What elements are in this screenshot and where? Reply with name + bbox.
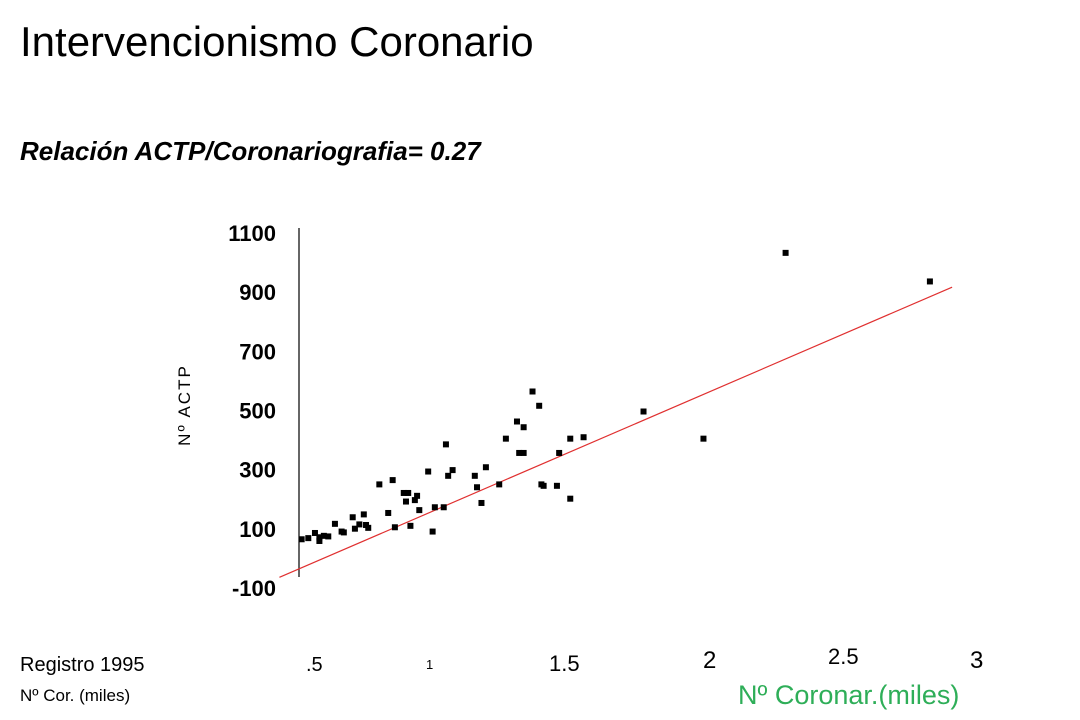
- scatter-point: [540, 482, 547, 489]
- scatter-point: [298, 536, 305, 543]
- scatter-point: [520, 449, 527, 456]
- scatter-point: [411, 497, 418, 504]
- scatter-point: [360, 511, 367, 518]
- trend-line: [279, 286, 953, 578]
- y-tick-label: 300: [239, 458, 276, 483]
- scatter-point: [502, 435, 509, 442]
- x-tick-label: 2.5: [828, 644, 859, 669]
- scatter-point: [567, 495, 574, 502]
- scatter-point: [391, 524, 398, 531]
- scatter-point: [520, 424, 527, 431]
- scatter-point: [471, 472, 478, 479]
- scatter-point: [640, 408, 647, 415]
- scatter-point: [320, 532, 327, 539]
- scatter-point: [365, 524, 372, 531]
- x-tick-label: .5: [306, 654, 323, 676]
- scatter-point: [402, 498, 409, 505]
- scatter-point: [478, 499, 485, 506]
- data-points: [298, 249, 933, 544]
- scatter-point: [400, 489, 407, 496]
- scatter-point: [926, 278, 933, 285]
- y-tick-label: -100: [232, 576, 276, 601]
- scatter-point: [356, 521, 363, 528]
- x-tick-label: 2: [703, 647, 716, 674]
- scatter-point: [580, 434, 587, 441]
- scatter-point: [405, 489, 412, 496]
- scatter-point: [536, 402, 543, 409]
- scatter-point: [442, 441, 449, 448]
- scatter-point: [316, 537, 323, 544]
- y-tick-label: 900: [239, 280, 276, 305]
- scatter-point: [311, 529, 318, 536]
- scatter-point: [700, 435, 707, 442]
- scatter-point: [556, 449, 563, 456]
- scatter-point: [407, 522, 414, 529]
- scatter-point: [416, 507, 423, 514]
- scatter-point: [429, 528, 436, 535]
- scatter-point: [385, 509, 392, 516]
- x-tick-label: 3: [970, 647, 983, 674]
- registry-note: Registro 1995: [20, 654, 145, 676]
- scatter-point: [496, 481, 503, 488]
- scatter-point: [389, 477, 396, 484]
- scatter-point: [782, 249, 789, 256]
- scatter-point: [425, 468, 432, 475]
- scatter-point: [325, 533, 332, 540]
- scatter-point: [305, 535, 312, 542]
- y-tick-label: 100: [239, 517, 276, 542]
- x-tick-labels: .5 1 1.5 2 2.5 3: [306, 644, 983, 676]
- scatter-point: [316, 534, 323, 541]
- scatter-point: [349, 514, 356, 521]
- scatter-point: [414, 492, 421, 499]
- scatter-point: [431, 504, 438, 511]
- x-axis-label: Nº Coronar.(miles): [738, 680, 960, 710]
- scatter-point: [529, 388, 536, 395]
- scatter-point: [445, 472, 452, 479]
- scatter-point: [340, 529, 347, 536]
- x-tick-label: 1: [426, 657, 433, 672]
- registry-unit-note: Nº Cor. (miles): [20, 686, 131, 705]
- scatter-point: [351, 525, 358, 532]
- scatter-point: [449, 467, 456, 474]
- y-tick-label: 1100: [228, 221, 276, 246]
- scatter-point: [567, 435, 574, 442]
- page-title: Intervencionismo Coronario: [20, 18, 534, 65]
- scatter-point: [516, 449, 523, 456]
- scatter-point: [513, 418, 520, 425]
- scatter-point: [331, 520, 338, 527]
- scatter-point: [440, 504, 447, 511]
- scatter-point: [474, 484, 481, 491]
- chart-subtitle: Relación ACTP/Coronariografia= 0.27: [20, 136, 481, 166]
- y-tick-labels: 1100 900 700 500 300 100 -100: [228, 221, 276, 601]
- scatter-point: [553, 482, 560, 489]
- y-tick-label: 500: [239, 399, 276, 424]
- y-axis-label: Nº ACTP: [175, 364, 194, 446]
- scatter-point: [482, 464, 489, 471]
- y-tick-label: 700: [239, 339, 276, 364]
- x-tick-label: 1.5: [549, 651, 580, 676]
- scatter-point: [376, 481, 383, 488]
